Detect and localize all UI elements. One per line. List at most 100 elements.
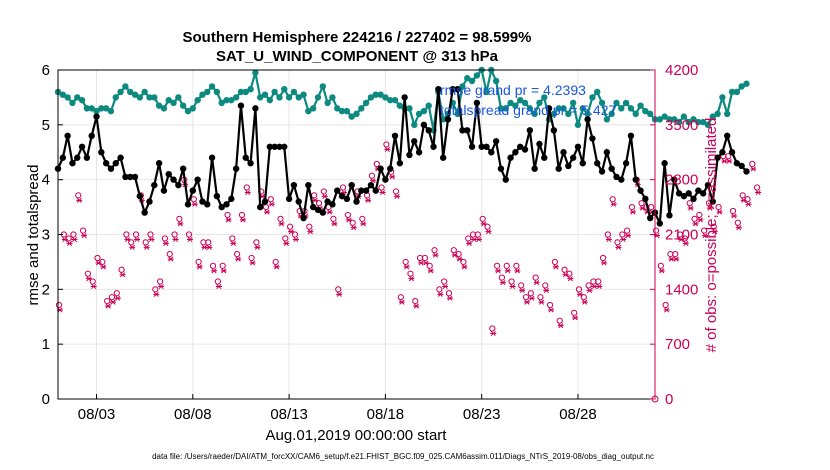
totalspread-point (709, 113, 716, 120)
totalspread-point (136, 94, 144, 101)
rmse-point (454, 85, 461, 93)
obs-possible-marker (479, 215, 486, 222)
totalspread-point (714, 110, 721, 118)
right-tick-label: 4200 (665, 62, 698, 79)
rmse-point (415, 149, 423, 156)
rmse-point (102, 160, 110, 167)
rmse-point (420, 121, 428, 129)
rmse-point (285, 195, 293, 203)
totalspread-point (78, 96, 86, 104)
totalspread-point (271, 88, 278, 96)
rmse-point (488, 149, 495, 156)
totalspread-point (516, 96, 524, 104)
rmse-point (242, 154, 249, 161)
obs-assimilated-marker (706, 205, 713, 211)
rmse-point (353, 198, 360, 205)
obs-possible-marker (349, 219, 356, 226)
totalspread-point (319, 83, 326, 90)
rmse-point (569, 154, 577, 161)
obs-assimilated-marker (413, 303, 420, 309)
obs-possible-marker (359, 215, 366, 222)
obs-possible-marker (715, 203, 722, 211)
totalspread-point (637, 102, 644, 109)
obs-assimilated-marker (581, 299, 588, 305)
obs-assimilated-marker (268, 201, 275, 207)
totalspread-point (175, 94, 182, 101)
totalspread-point (521, 99, 529, 107)
obs-possible-marker (739, 192, 746, 199)
rmse-point (367, 181, 375, 189)
obs-possible-marker (89, 278, 96, 285)
obs-assimilated-marker (678, 236, 685, 243)
totalspread-series (54, 66, 750, 134)
y-tick-label: 4 (42, 172, 50, 189)
totalspread-point (646, 110, 654, 118)
rmse-point (252, 105, 259, 112)
totalspread-point (155, 102, 163, 109)
totalspread-point (632, 110, 639, 118)
y-tick-label: 2 (42, 281, 50, 298)
rmse-point (189, 187, 197, 194)
rmse-point (497, 165, 505, 172)
rmse-point (343, 195, 351, 203)
y-tick-label: 1 (42, 336, 50, 353)
obs-possible-marker (518, 282, 525, 289)
totalspread-point (550, 110, 558, 118)
obs-assimilated-marker (379, 189, 386, 196)
obs-assimilated-marker (557, 323, 564, 329)
obs-assimilated-marker (100, 264, 107, 270)
obs-possible-marker (407, 270, 414, 277)
rmse-point (459, 127, 466, 134)
rmse-point (545, 105, 553, 112)
totalspread-point (473, 72, 481, 79)
totalspread-point (531, 110, 538, 118)
totalspread-point (74, 94, 81, 101)
totalspread-point (492, 77, 500, 85)
left-y-axis-label: rmse and totalspread (25, 165, 42, 306)
totalspread-point (83, 105, 91, 112)
obs-possible-marker (431, 247, 438, 254)
obs-possible-marker (648, 203, 655, 211)
obs-assimilated-marker (90, 283, 97, 290)
totalspread-point (555, 105, 562, 112)
totalspread-point (237, 88, 245, 96)
totalspread-point (242, 88, 249, 96)
obs-possible-marker (311, 192, 318, 199)
obs-assimilated-marker (95, 260, 102, 266)
obs-assimilated-marker (254, 244, 261, 250)
obs-possible-marker (657, 262, 664, 269)
rmse-point (589, 135, 596, 142)
rmse-point (555, 165, 562, 172)
obs-possible-marker (441, 278, 448, 285)
obs-assimilated-marker (196, 264, 203, 270)
obs-possible-marker (551, 258, 558, 266)
totalspread-point (204, 88, 211, 96)
totalspread-point (324, 99, 331, 107)
rmse-point (223, 201, 230, 208)
obs-possible-marker (426, 262, 433, 269)
rmse-point (184, 201, 192, 208)
obs-possible-marker (595, 278, 602, 285)
totalspread-point (348, 113, 355, 120)
rmse-point (194, 176, 201, 183)
obs-possible-marker (484, 223, 491, 230)
right-tick-label: 0 (665, 391, 673, 408)
totalspread-point (420, 107, 428, 115)
totalspread-point (507, 99, 514, 107)
obs-possible-marker (508, 278, 515, 285)
rmse-point (377, 165, 384, 172)
totalspread-point (459, 83, 466, 90)
rmse-point (502, 176, 509, 183)
totalspread-point (724, 110, 731, 118)
x-tick-label: 08/03 (78, 406, 116, 423)
obs-assimilated-marker (562, 272, 569, 278)
obs-assimilated-marker (552, 264, 559, 270)
obs-possible-marker (638, 200, 645, 207)
totalspread-point (228, 96, 235, 104)
totalspread-point (372, 91, 379, 98)
obs-possible-marker (344, 211, 351, 219)
x-tick-label: 08/23 (463, 406, 501, 423)
obs-possible-marker (455, 250, 462, 258)
obs-assimilated-marker (307, 229, 314, 235)
obs-assimilated-marker (528, 295, 535, 301)
